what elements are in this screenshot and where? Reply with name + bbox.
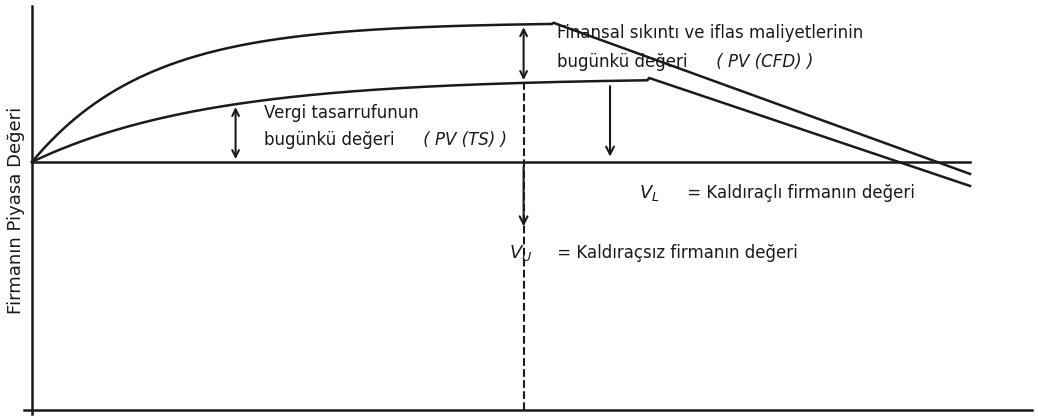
Text: bugünkü değeri: bugünkü değeri	[557, 53, 688, 71]
Text: $V_L$: $V_L$	[638, 183, 659, 203]
Text: bugünkü değeri: bugünkü değeri	[265, 131, 394, 149]
Text: = Kaldıraçsız firmanın değeri: = Kaldıraçsız firmanın değeri	[552, 244, 798, 262]
Text: Finansal sıkıntı ve iflas maliyetlerinin: Finansal sıkıntı ve iflas maliyetlerinin	[557, 24, 864, 42]
Text: ( PV (CFD) ): ( PV (CFD) )	[711, 53, 813, 71]
Text: = Kaldıraçlı firmanın değeri: = Kaldıraçlı firmanın değeri	[682, 184, 914, 202]
Y-axis label: Firmanın Piyasa Değeri: Firmanın Piyasa Değeri	[7, 106, 25, 314]
Text: Vergi tasarrufunun: Vergi tasarrufunun	[265, 104, 419, 122]
Text: ( PV (TS) ): ( PV (TS) )	[418, 131, 507, 149]
Text: $V_U$: $V_U$	[510, 243, 532, 263]
